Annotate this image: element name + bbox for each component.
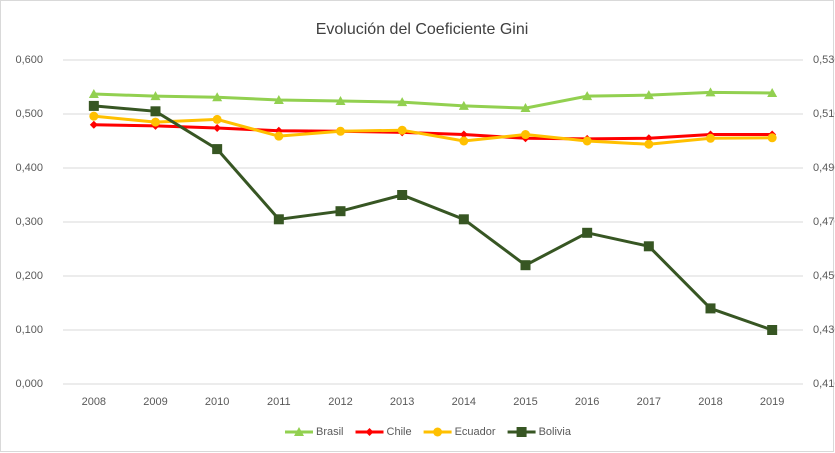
x-tick-label: 2016: [575, 396, 599, 408]
legend-marker: [294, 427, 304, 436]
x-tick-label: 2017: [637, 396, 661, 408]
data-point: [459, 136, 469, 146]
legend-label: Ecuador: [455, 426, 496, 438]
data-point: [212, 92, 223, 102]
data-point: [521, 130, 530, 140]
y-tick-label: 0,000: [15, 378, 43, 390]
data-point: [88, 100, 99, 111]
series-line: [93, 114, 773, 146]
data-point: [520, 103, 531, 113]
x-tick-label: 2015: [513, 396, 537, 408]
series-line: [93, 90, 773, 110]
data-point: [213, 124, 222, 133]
x-tick-label: 2011: [267, 396, 291, 408]
series-line: [93, 123, 773, 141]
y2-tick-label: 0,430: [813, 324, 835, 336]
data-point: [397, 125, 407, 135]
legend-label: Bolivia: [539, 426, 572, 438]
data-point: [150, 91, 161, 101]
y2-tick-label: 0,530: [813, 54, 835, 66]
legend-label: Brasil: [316, 426, 344, 438]
data-point: [274, 131, 284, 141]
y-tick-label: 0,400: [15, 162, 43, 174]
y2-tick-label: 0,510: [813, 108, 835, 120]
data-point: [767, 87, 778, 97]
data-point: [706, 133, 715, 143]
x-tick-label: 2013: [390, 396, 414, 408]
y-tick-label: 0,200: [15, 270, 43, 282]
x-tick-label: 2010: [205, 396, 229, 408]
legend-marker: [433, 427, 443, 437]
data-point: [273, 214, 284, 225]
data-point: [643, 241, 654, 252]
data-point: [644, 139, 654, 149]
data-point: [582, 136, 592, 146]
data-point: [705, 87, 716, 97]
legend-label: Chile: [387, 426, 412, 438]
y-tick-label: 0,100: [15, 324, 43, 336]
data-point: [336, 126, 345, 136]
x-tick-label: 2018: [698, 396, 722, 408]
data-point: [335, 96, 346, 106]
data-point: [767, 325, 778, 335]
series-line: [93, 104, 773, 332]
data-point: [89, 120, 98, 129]
data-point: [212, 114, 222, 124]
data-point: [212, 144, 223, 155]
legend-marker: [365, 428, 374, 436]
x-tick-label: 2014: [452, 396, 476, 408]
data-point: [88, 89, 99, 99]
data-point: [151, 117, 160, 127]
data-point: [397, 190, 408, 200]
data-point: [520, 260, 531, 271]
x-tick-label: 2019: [760, 396, 784, 408]
y2-tick-label: 0,450: [813, 270, 835, 282]
data-point: [273, 94, 284, 104]
data-point: [767, 133, 777, 143]
y-tick-label: 0,300: [15, 216, 43, 228]
y-tick-label: 0,500: [15, 108, 43, 120]
data-point: [335, 206, 346, 217]
data-point: [89, 111, 99, 121]
data-point: [150, 106, 161, 117]
y-tick-label: 0,600: [15, 54, 43, 66]
x-tick-label: 2008: [82, 396, 106, 408]
y2-tick-label: 0,470: [813, 216, 835, 228]
data-point: [397, 97, 408, 107]
data-point: [459, 130, 468, 139]
x-tick-label: 2009: [143, 396, 167, 408]
chart-title: Evolución del Coeficiente Gini: [316, 21, 529, 38]
data-point: [458, 100, 469, 110]
x-tick-label: 2012: [328, 396, 352, 408]
data-point: [705, 303, 716, 314]
y2-tick-label: 0,410: [813, 378, 835, 390]
legend-marker: [516, 427, 527, 437]
y2-tick-label: 0,490: [813, 162, 835, 174]
data-point: [458, 214, 469, 225]
data-point: [582, 91, 593, 101]
data-point: [582, 227, 593, 238]
data-point: [643, 90, 654, 100]
